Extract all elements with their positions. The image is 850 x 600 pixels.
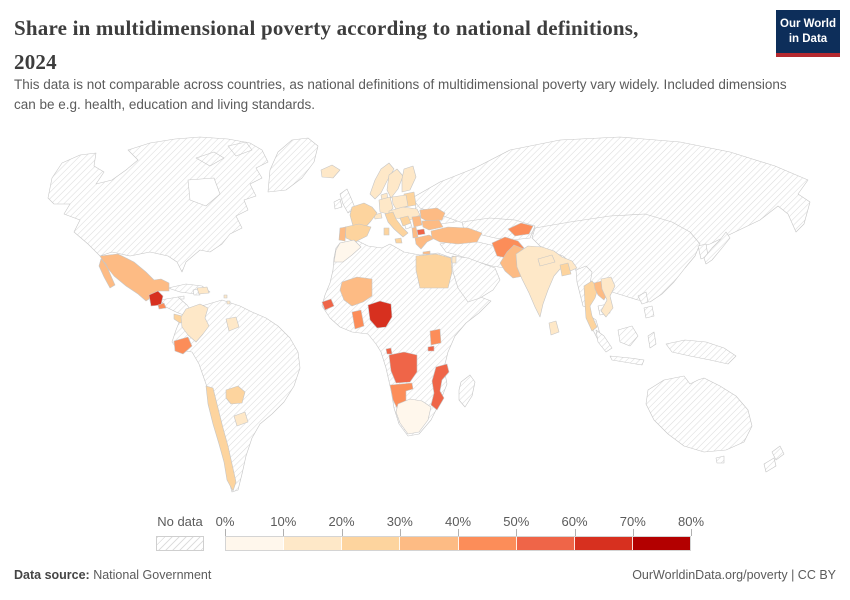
country-sweden[interactable] (386, 168, 404, 199)
country-senegal[interactable] (321, 298, 335, 311)
country-uganda[interactable] (429, 328, 442, 346)
country-greece[interactable] (414, 234, 436, 255)
country-serbia[interactable] (411, 215, 423, 228)
country-egypt[interactable] (415, 253, 453, 289)
page-title: Share in multidimensional poverty accord… (14, 12, 764, 79)
legend-bar[interactable] (225, 536, 691, 551)
country-romania[interactable] (419, 207, 446, 223)
region-arctic-islands (195, 141, 253, 167)
legend-tick-label: 10% (270, 514, 297, 529)
country-colombia[interactable] (180, 303, 210, 343)
legend-segment[interactable] (284, 537, 343, 550)
legend-segment[interactable] (516, 537, 575, 550)
country-albania[interactable] (411, 226, 419, 239)
data-source-label: Data source: (14, 568, 90, 582)
country-uruguay[interactable] (233, 411, 249, 427)
region-new-guinea (665, 339, 737, 365)
country-paraguay[interactable] (225, 385, 246, 405)
country-israel[interactable] (451, 255, 457, 264)
country-ghana[interactable] (351, 309, 365, 330)
map-legend: No data 0% 10% 20% 30% 40% 50% 60% 70% 80% (0, 512, 850, 556)
legend-tick-label: 80% (677, 514, 705, 529)
region-north-america (47, 136, 269, 273)
legend-segment[interactable] (458, 537, 517, 550)
country-mali[interactable] (339, 276, 373, 307)
country-poland[interactable] (391, 194, 409, 210)
data-source: Data source: National Government (14, 568, 211, 582)
country-italy[interactable] (383, 211, 409, 244)
data-source-value: National Government (89, 568, 212, 582)
legend-segment[interactable] (400, 537, 459, 550)
country-angola[interactable] (385, 347, 418, 384)
legend-tick-label: 70% (619, 514, 646, 529)
country-rwanda[interactable] (427, 345, 435, 352)
region-new-zealand (763, 445, 785, 473)
region-philippines (637, 291, 655, 319)
legend-segment[interactable] (632, 537, 690, 550)
region-australia (645, 375, 753, 453)
legend-ticks (225, 529, 695, 536)
legend-tick-label: 60% (561, 514, 588, 529)
country-guatemala[interactable] (148, 290, 164, 307)
country-namibia[interactable] (389, 382, 414, 413)
country-nigeria[interactable] (367, 300, 393, 329)
country-dominican-republic[interactable] (196, 286, 210, 295)
legend-segment[interactable] (226, 537, 285, 550)
country-vietnam[interactable] (600, 276, 616, 318)
country-guyana[interactable] (225, 316, 240, 332)
title-line1: Share in multidimensional poverty accord… (14, 16, 639, 40)
logo-line2: in Data (788, 32, 828, 45)
no-data-swatch[interactable] (156, 536, 204, 551)
country-south-africa[interactable] (395, 398, 432, 435)
world-map[interactable] (0, 130, 850, 515)
region-tasmania (715, 455, 725, 464)
region-greenland (267, 137, 319, 193)
country-bulgaria[interactable] (421, 219, 444, 231)
legend-tick-label: 0% (215, 514, 235, 529)
country-ecuador[interactable] (173, 336, 193, 355)
legend-tick-label: 20% (328, 514, 355, 529)
country-north-macedonia[interactable] (416, 228, 426, 236)
country-nepal[interactable] (537, 254, 556, 267)
page-subtitle: This data is not comparable across count… (14, 77, 787, 113)
country-lesser-antilles[interactable] (223, 294, 231, 305)
legend-tick-labels: 0% 10% 20% 30% 40% 50% 60% 70% 80% (216, 514, 704, 530)
data-countries[interactable] (98, 162, 616, 492)
country-norway[interactable] (369, 162, 395, 200)
country-chile[interactable] (205, 385, 237, 492)
region-indonesia (595, 325, 657, 366)
country-iceland[interactable] (320, 164, 341, 179)
region-madagascar (458, 374, 476, 408)
choropleth-svg[interactable] (0, 130, 850, 515)
country-india[interactable] (515, 245, 578, 318)
country-el-salvador[interactable] (157, 302, 167, 310)
country-sri-lanka[interactable] (548, 320, 560, 336)
country-turkey[interactable] (430, 226, 483, 245)
owid-logo[interactable]: Our World in Data (776, 10, 840, 57)
logo-line1: Our World (780, 18, 837, 30)
region-arabia (451, 255, 501, 303)
country-morocco[interactable] (333, 239, 362, 263)
country-bangladesh[interactable] (559, 262, 572, 277)
legend-tick-label: 50% (503, 514, 530, 529)
legend-tick-label: 40% (444, 514, 472, 529)
country-kyrgyzstan[interactable] (507, 222, 534, 237)
no-data-label: No data (157, 514, 203, 529)
country-france[interactable] (349, 202, 378, 231)
title-line2: 2024 (14, 49, 57, 74)
attribution-link[interactable]: OurWorldinData.org/poverty | CC BY (632, 568, 836, 582)
country-croatia[interactable] (399, 215, 412, 227)
country-portugal[interactable] (338, 226, 347, 242)
region-japan (703, 231, 731, 265)
legend-tick-label: 30% (386, 514, 413, 529)
no-data-regions[interactable] (47, 136, 811, 493)
country-finland[interactable] (401, 165, 417, 193)
legend-segment[interactable] (342, 537, 401, 550)
country-mozambique[interactable] (430, 363, 450, 411)
country-mexico[interactable] (98, 253, 170, 302)
country-spain[interactable] (344, 223, 372, 243)
region-ireland (333, 198, 343, 210)
legend-segment[interactable] (574, 537, 633, 550)
